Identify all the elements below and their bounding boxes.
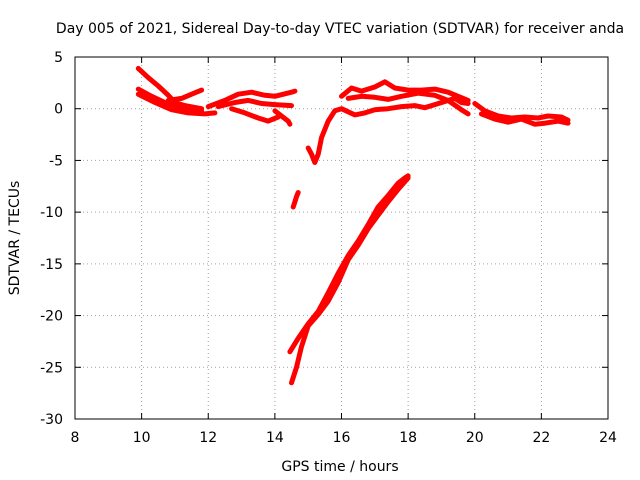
x-tick-label: 12 [199, 430, 217, 446]
series-layer [135, 65, 571, 386]
y-tick-label: -10 [40, 205, 63, 221]
series-arc-1b [135, 65, 205, 112]
grid-layer [75, 57, 608, 419]
series-arc-6b [478, 111, 571, 127]
x-tick-label: 14 [266, 430, 284, 446]
y-tick-label: 5 [54, 50, 63, 66]
series-arc-1d [165, 87, 205, 103]
series-arc-3 [290, 190, 301, 210]
x-axis-label: GPS time / hours [281, 459, 398, 475]
x-tick-label: 18 [399, 430, 417, 446]
series-arc-2d [272, 108, 293, 127]
x-tick-label: 22 [532, 430, 550, 446]
series-arc-2c [229, 106, 281, 124]
series-arc-2a [205, 88, 298, 110]
series-arc-6a [472, 101, 571, 123]
y-tick-label: -5 [49, 153, 63, 169]
series-arc-5b [345, 90, 471, 117]
y-tick-label: 0 [54, 102, 63, 118]
series-arc-1c [135, 91, 218, 117]
chart-title: Day 005 of 2021, Sidereal Day-to-day VTE… [56, 21, 624, 37]
x-tick-label: 24 [599, 430, 617, 446]
y-tick-label: -30 [40, 412, 63, 428]
x-tick-label: 10 [133, 430, 151, 446]
x-tick-label: 20 [466, 430, 484, 446]
y-axis-label: SDTVAR / TECUs [7, 181, 23, 296]
ticks-layer: 8 10 12 14 16 18 20 22 24 -30 -25 -20 -15 -10 -5 0 5 [40, 50, 617, 446]
y-tick-label: -20 [40, 309, 63, 325]
series-arc-4 [305, 95, 471, 165]
series-arc-2b [215, 97, 294, 110]
y-tick-label: -25 [40, 360, 63, 376]
x-tick-label: 16 [333, 430, 351, 446]
series-arc-7b [289, 175, 411, 386]
series-arc-5a [339, 79, 471, 103]
y-tick-label: -15 [40, 257, 63, 273]
x-tick-label: 8 [71, 430, 80, 446]
